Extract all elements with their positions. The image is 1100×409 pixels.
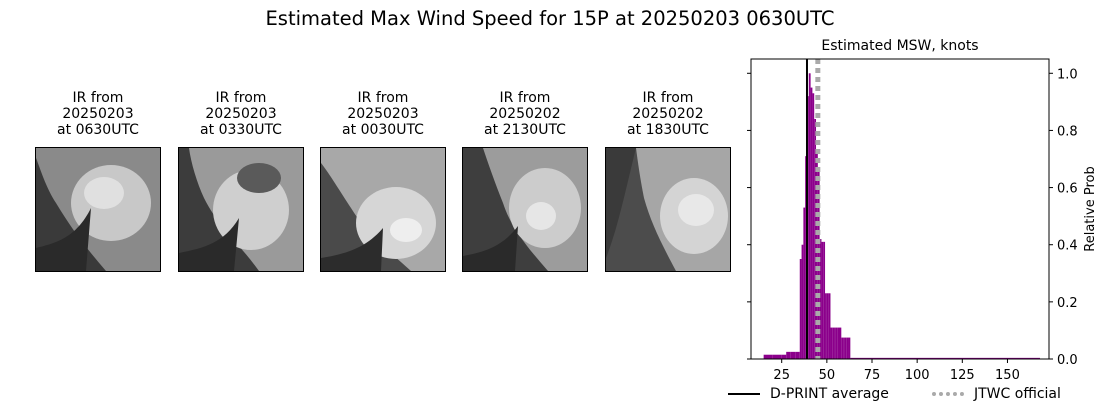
ir-panel-5: IR from 20250202 at 1830UTC bbox=[605, 90, 731, 272]
legend-label-jtwc: JTWC official bbox=[974, 386, 1061, 402]
histogram-bar bbox=[795, 351, 800, 359]
ir-panel-title: IR from 20250203 at 0030UTC bbox=[342, 90, 424, 138]
histogram-bar bbox=[799, 259, 802, 359]
histogram-bar bbox=[837, 327, 840, 359]
histogram-bar bbox=[817, 167, 820, 359]
histogram-bar bbox=[839, 327, 842, 359]
x-tick-label: 25 bbox=[773, 368, 790, 383]
histogram-bar bbox=[828, 293, 831, 359]
histogram-bar bbox=[825, 293, 827, 359]
histogram-bar bbox=[848, 337, 851, 359]
legend-line-dotted bbox=[932, 392, 964, 396]
legend-jtwc: JTWC official bbox=[932, 386, 1061, 402]
x-tick-label: 125 bbox=[950, 368, 975, 383]
histogram-bar bbox=[844, 337, 847, 359]
y-tick-label: 0.0 bbox=[1057, 353, 1078, 368]
histogram-bar bbox=[781, 354, 787, 359]
ir-panel-2: IR from 20250203 at 0330UTC bbox=[178, 90, 304, 272]
ir-panel-title: IR from 20250202 at 2130UTC bbox=[484, 90, 566, 138]
y-tick-label: 1.0 bbox=[1057, 67, 1078, 82]
histogram-bar bbox=[826, 293, 829, 359]
histogram-bar bbox=[819, 239, 822, 359]
histogram-bar bbox=[850, 357, 1040, 359]
ir-panel-title: IR from 20250203 at 0630UTC bbox=[57, 90, 139, 138]
histogram-bar bbox=[816, 153, 818, 359]
histogram-bar bbox=[834, 327, 836, 359]
x-tick-label: 150 bbox=[995, 368, 1020, 383]
histogram-bar bbox=[835, 327, 838, 359]
histogram-bar bbox=[801, 244, 804, 359]
ir-satellite-image bbox=[462, 147, 588, 272]
ir-satellite-image bbox=[320, 147, 446, 272]
legend-label-dprint: D-PRINT average bbox=[770, 386, 889, 402]
y-axis-label: Relative Prob bbox=[1083, 166, 1098, 251]
plot-frame bbox=[750, 58, 1050, 360]
y-tick-label: 0.8 bbox=[1057, 124, 1078, 139]
y-tick-label: 0.4 bbox=[1057, 239, 1078, 254]
histogram-bar bbox=[814, 119, 817, 359]
histogram-bar bbox=[763, 354, 773, 359]
histogram-bar bbox=[790, 351, 796, 359]
histogram-bar bbox=[832, 327, 835, 359]
histogram-bar bbox=[846, 337, 849, 359]
legend-dprint: D-PRINT average bbox=[728, 386, 889, 402]
main-title: Estimated Max Wind Speed for 15P at 2025… bbox=[265, 7, 835, 30]
ir-panel-4: IR from 20250202 at 2130UTC bbox=[462, 90, 588, 272]
histogram-bar bbox=[810, 87, 813, 360]
histogram-bar bbox=[821, 241, 824, 359]
histogram-bar bbox=[841, 337, 844, 359]
legend-line-solid bbox=[728, 393, 760, 395]
ir-satellite-image bbox=[178, 147, 304, 272]
ir-panel-title: IR from 20250203 at 0330UTC bbox=[200, 90, 282, 138]
x-tick-label: 75 bbox=[864, 368, 881, 383]
x-tick-label: 100 bbox=[905, 368, 930, 383]
histogram-bar bbox=[843, 337, 845, 359]
x-tick-label: 50 bbox=[819, 368, 836, 383]
y-tick-label: 0.2 bbox=[1057, 296, 1078, 311]
histogram-bar bbox=[772, 354, 782, 359]
ir-satellite-image bbox=[35, 147, 161, 272]
ir-panel-title: IR from 20250202 at 1830UTC bbox=[627, 90, 709, 138]
ir-satellite-image bbox=[605, 147, 731, 272]
chart-title: Estimated MSW, knots bbox=[821, 38, 978, 54]
y-tick-label: 0.6 bbox=[1057, 182, 1078, 197]
histogram-bar bbox=[808, 73, 811, 360]
histogram-bar bbox=[823, 241, 826, 359]
histogram-bar bbox=[786, 351, 791, 359]
ir-panel-3: IR from 20250203 at 0030UTC bbox=[320, 90, 446, 272]
ir-panel-1: IR from 20250203 at 0630UTC bbox=[35, 90, 161, 272]
histogram-bar bbox=[812, 93, 815, 360]
histogram-bar bbox=[803, 207, 806, 359]
histogram-bar bbox=[830, 327, 833, 359]
